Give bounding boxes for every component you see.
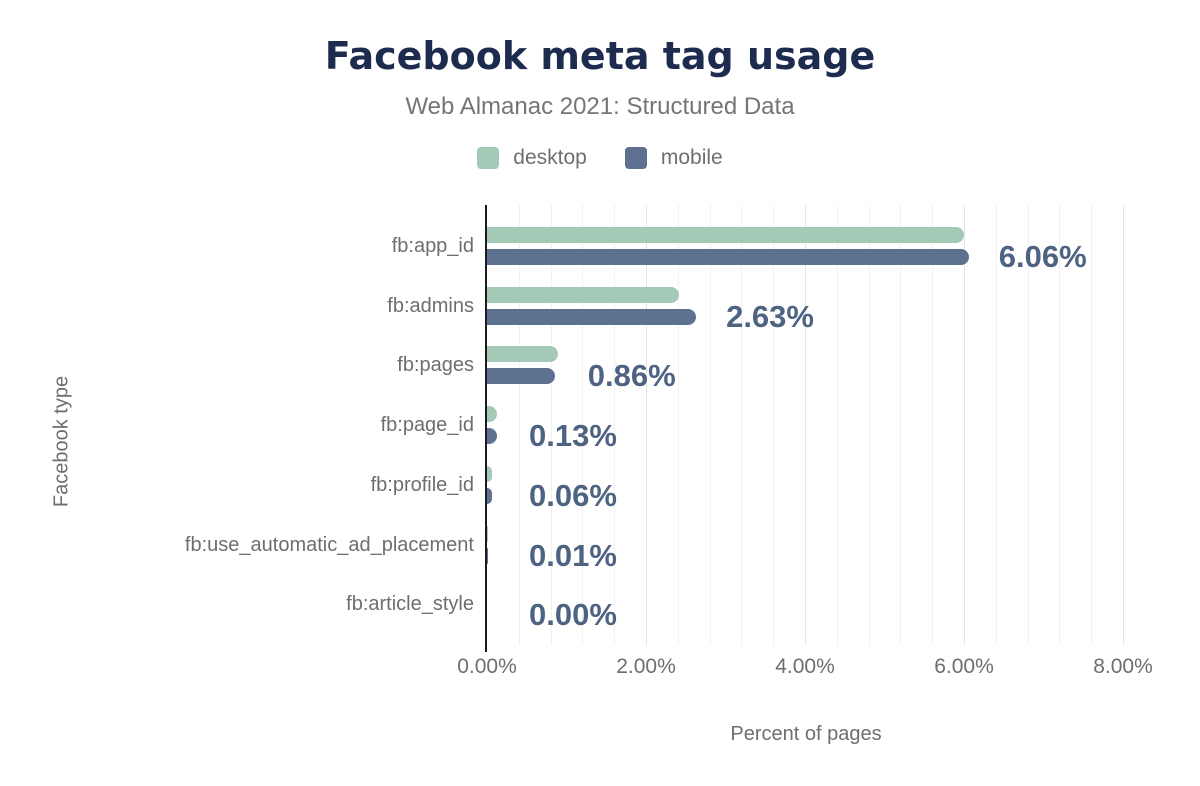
minor-gridline — [550, 205, 552, 645]
value-label-fb-use-automatic-ad-placement: 0.01% — [529, 537, 617, 573]
minor-gridline — [582, 205, 584, 645]
minor-gridline — [1091, 205, 1093, 645]
bar-desktop-fb-pages[interactable] — [487, 346, 558, 363]
value-label-fb-profile-id: 0.06% — [529, 477, 617, 513]
y-axis-line — [485, 205, 487, 652]
bar-mobile-fb-use-automatic-ad-placement[interactable] — [487, 547, 488, 564]
legend-item-mobile[interactable]: mobile — [624, 146, 723, 170]
desktop-swatch-icon — [477, 147, 500, 169]
minor-gridline — [773, 205, 775, 645]
major-gridline — [1123, 205, 1124, 645]
x-tick-label: 8.00% — [1093, 655, 1153, 678]
mobile-swatch-icon — [624, 147, 647, 169]
minor-gridline — [709, 205, 711, 645]
value-label-fb-admins: 2.63% — [726, 298, 814, 334]
legend-label-mobile: mobile — [660, 146, 723, 169]
major-gridline — [964, 205, 965, 645]
bar-mobile-fb-page-id[interactable] — [487, 428, 498, 445]
category-label-fb-admins: fb:admins — [387, 294, 474, 317]
bar-desktop-fb-profile-id[interactable] — [487, 465, 492, 482]
bar-desktop-fb-app-id[interactable] — [487, 227, 964, 243]
bar-mobile-fb-app-id[interactable] — [487, 249, 969, 265]
category-label-fb-page-id: fb:page_id — [380, 414, 474, 437]
x-tick-label: 4.00% — [775, 655, 835, 678]
legend-item-desktop[interactable]: desktop — [477, 146, 587, 170]
bar-mobile-fb-admins[interactable] — [487, 308, 697, 325]
value-label-fb-page-id: 0.13% — [529, 418, 617, 454]
chart-subtitle: Web Almanac 2021: Structured Data — [405, 93, 795, 120]
value-label-fb-article-style: 0.00% — [529, 597, 617, 633]
legend: desktop mobile — [0, 146, 1200, 170]
bar-mobile-fb-pages[interactable] — [487, 368, 556, 385]
x-tick-label: 2.00% — [616, 655, 676, 678]
minor-gridline — [677, 205, 679, 645]
value-label-fb-pages: 0.86% — [587, 358, 676, 394]
category-label-fb-app-id: fb:app_id — [391, 235, 474, 257]
bar-desktop-fb-admins[interactable] — [487, 286, 679, 303]
minor-gridline — [518, 205, 520, 645]
value-label-fb-app-id: 6.06% — [998, 239, 1087, 274]
minor-gridline — [995, 205, 997, 645]
minor-gridline — [1059, 205, 1061, 645]
major-gridline — [805, 205, 806, 645]
x-axis-title: Percent of pages — [730, 723, 882, 745]
category-label-fb-profile-id: fb:profile_id — [370, 473, 474, 496]
bar-mobile-fb-profile-id[interactable] — [487, 487, 492, 504]
x-tick-label: 0.00% — [457, 655, 517, 678]
chart-title: Facebook meta tag usage — [324, 34, 876, 78]
x-tick-label: 6.00% — [934, 655, 994, 678]
bar-desktop-fb-page-id[interactable] — [487, 406, 498, 423]
minor-gridline — [932, 205, 934, 645]
legend-label-desktop: desktop — [513, 146, 587, 169]
minor-gridline — [836, 205, 838, 645]
minor-gridline — [614, 205, 616, 645]
minor-gridline — [741, 205, 743, 645]
minor-gridline — [1027, 205, 1029, 645]
category-label-fb-article-style: fb:article_style — [346, 593, 474, 616]
bar-desktop-fb-use-automatic-ad-placement[interactable] — [487, 525, 488, 542]
minor-gridline — [900, 205, 902, 645]
major-gridline — [646, 205, 647, 645]
category-label-fb-pages: fb:pages — [397, 354, 474, 377]
minor-gridline — [868, 205, 870, 645]
category-label-fb-use-automatic-ad-placement: fb:use_automatic_ad_placement — [184, 533, 474, 556]
